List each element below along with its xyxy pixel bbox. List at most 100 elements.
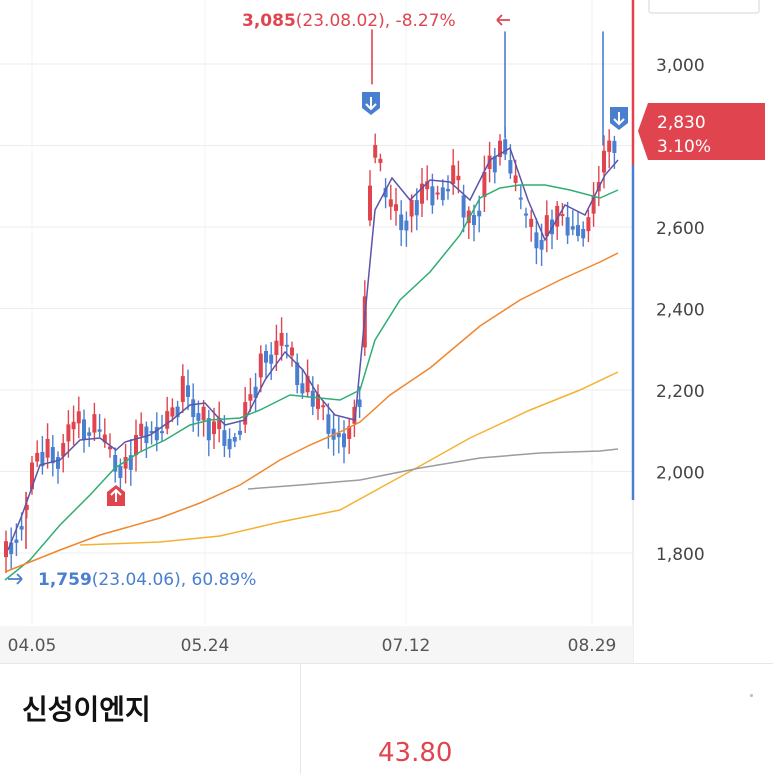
candle-body <box>160 431 164 434</box>
candle-body <box>612 140 617 153</box>
arrow-up-icon <box>110 488 122 502</box>
candle-body <box>482 171 487 198</box>
candle-body <box>175 406 180 418</box>
candle-body <box>258 353 263 378</box>
candle-body <box>404 220 409 231</box>
candle-body <box>378 158 383 163</box>
candle-body <box>498 140 502 158</box>
stock-summary-panel: 신성이엔지 43.80 <box>0 663 773 774</box>
candle-body <box>368 185 372 221</box>
candle-body <box>19 526 24 530</box>
dot-icon <box>750 694 753 697</box>
candle-body <box>71 421 76 430</box>
candle-body <box>373 144 378 158</box>
candle-body <box>61 443 66 457</box>
candle-body <box>357 399 362 408</box>
candle-body <box>300 383 305 394</box>
candle-body <box>477 210 482 217</box>
moving-average-line <box>247 448 619 490</box>
candle-body <box>383 187 388 198</box>
candle-body <box>420 183 424 204</box>
candle-body <box>570 226 575 230</box>
x-tick-label: 08.29 <box>568 636 617 656</box>
x-tick-label: 05.24 <box>181 636 230 656</box>
candle-body <box>45 438 50 458</box>
candle-body <box>108 446 112 450</box>
candle-body <box>232 437 237 442</box>
candle-body <box>524 213 528 216</box>
candle-body <box>555 205 560 227</box>
y-tick-label: 2,600 <box>656 219 705 239</box>
candle-body <box>586 217 591 232</box>
candle-body <box>321 405 326 408</box>
candle-body <box>134 434 138 456</box>
arrow-down-icon <box>613 112 625 126</box>
candle-body <box>576 225 580 236</box>
candle-body <box>492 156 497 173</box>
candle-body <box>97 429 102 432</box>
moving-average-line <box>4 184 619 581</box>
candle-body <box>186 385 190 397</box>
current-price-tag <box>638 103 765 160</box>
candle-body <box>446 188 450 192</box>
candle-body <box>56 457 60 469</box>
candle-body <box>191 399 196 417</box>
candle-body <box>310 390 315 407</box>
candle-body <box>316 394 320 409</box>
candle-body <box>451 165 456 184</box>
candle-body <box>456 175 461 181</box>
candle-body <box>284 344 289 347</box>
candle-body <box>170 407 175 417</box>
candle-body <box>274 340 279 356</box>
candle-body <box>399 214 404 231</box>
candle-body <box>40 451 45 467</box>
candle-body <box>425 181 430 190</box>
candle-body <box>165 411 170 429</box>
current-price: 2,830 <box>657 113 706 133</box>
candle-body <box>248 394 253 401</box>
stock-name: 신성이엔지 <box>22 693 151 726</box>
candle-body <box>414 200 419 216</box>
stock-chart: 1,800 2,000 2,200 2,400 2,600 3,000 04.05 05.24… <box>0 0 765 663</box>
candle-body <box>128 455 133 470</box>
candle-body <box>264 350 268 363</box>
candle-body <box>217 417 222 430</box>
candle-body <box>87 432 92 436</box>
candle-body <box>440 187 445 201</box>
candle-body <box>513 175 518 183</box>
candle-body <box>279 332 284 346</box>
candle-body <box>560 214 565 217</box>
candle-body <box>123 457 128 469</box>
candle-body <box>565 217 570 236</box>
candle-body <box>602 150 606 173</box>
candle-body <box>253 386 258 398</box>
divider <box>300 664 301 774</box>
candle-body <box>4 541 8 558</box>
candle-body <box>591 195 596 214</box>
candle-body <box>212 421 216 435</box>
candle-body <box>102 434 107 443</box>
candle-body <box>238 430 242 435</box>
candle-body <box>544 215 549 237</box>
candle-body <box>92 414 97 433</box>
candle-body <box>607 140 612 152</box>
candle-body <box>269 354 274 364</box>
candle-body <box>394 204 398 211</box>
candle-body <box>196 413 201 421</box>
candle-body <box>430 186 435 206</box>
candle-body <box>305 375 310 393</box>
x-axis-band <box>0 626 633 663</box>
candle-body <box>409 200 414 217</box>
moving-average-line <box>7 146 619 551</box>
y-tick-label: 2,400 <box>656 301 705 321</box>
candle-body <box>503 139 508 155</box>
candle-body <box>539 239 544 250</box>
x-tick-label: 07.12 <box>382 636 431 656</box>
candle-body <box>290 347 294 356</box>
y-tick-label: 2,200 <box>656 382 705 402</box>
candle-body <box>144 426 149 444</box>
arrow-down-icon <box>365 97 377 111</box>
candle-body <box>461 195 466 218</box>
candle-body <box>534 232 539 249</box>
arrow-right-icon <box>8 573 23 585</box>
